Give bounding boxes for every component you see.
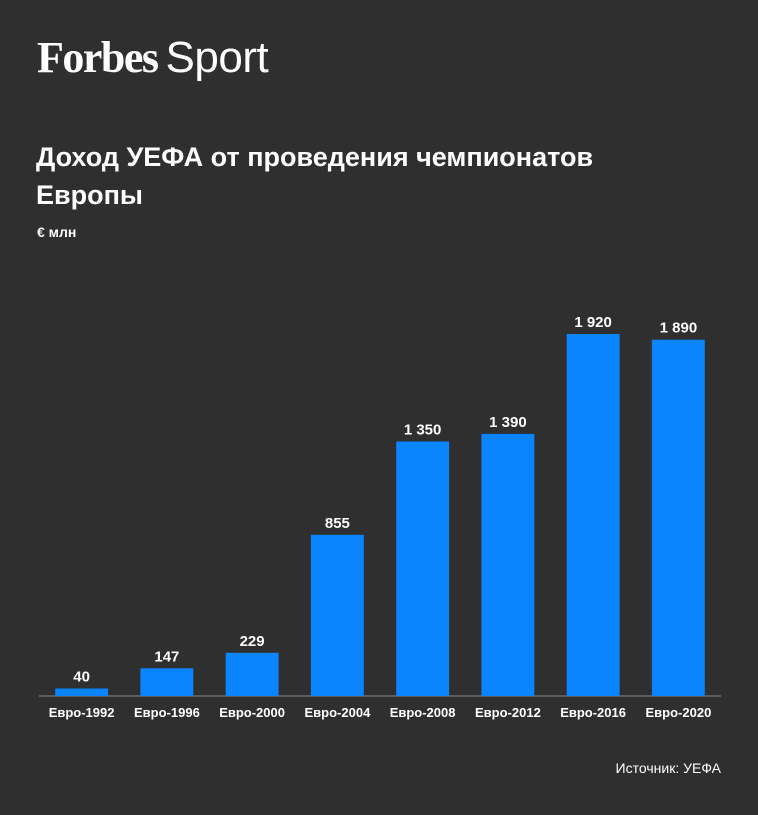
x-tick-label: Евро-2008	[390, 705, 456, 720]
y-axis-unit-label: € млн	[37, 224, 77, 240]
data-label: 1 350	[404, 422, 442, 439]
x-tick-label: Евро-2000	[219, 705, 285, 720]
forbes-sport-logo: Forbes Sport	[37, 33, 269, 82]
logo-brand: Forbes	[37, 33, 159, 82]
data-label: 1 390	[489, 414, 527, 431]
bars-group: 40 Евро-1992 147 Евро-1996 229 Евро-2000 855 Ев…	[49, 314, 712, 720]
bar-евро-2016	[566, 334, 620, 696]
chart-title: Доход УЕФА от проведения чемпионатов Евр…	[36, 142, 594, 210]
bar-евро-1992	[55, 688, 109, 696]
x-tick-label: Евро-2004	[305, 705, 372, 720]
data-label: 147	[154, 648, 179, 665]
x-tick-label: Евро-2016	[560, 705, 626, 720]
bar-евро-2008	[396, 441, 450, 696]
source-note: Источник: УЕФА	[615, 760, 721, 776]
data-label: 1 920	[574, 314, 612, 331]
bar-евро-2004	[310, 534, 364, 696]
logo-section: Sport	[165, 33, 269, 82]
bar-евро-2020	[651, 339, 705, 696]
x-tick-label: Евро-1992	[49, 705, 115, 720]
data-label: 855	[325, 515, 350, 532]
x-tick-label: Евро-1996	[134, 705, 200, 720]
bar-евро-2012	[481, 433, 535, 696]
bar-евро-1996	[140, 668, 194, 696]
data-label: 40	[73, 669, 90, 686]
x-tick-label: Евро-2012	[475, 705, 541, 720]
bar-евро-2000	[225, 652, 279, 696]
data-label: 1 890	[660, 320, 698, 337]
x-tick-label: Евро-2020	[646, 705, 712, 720]
data-label: 229	[240, 633, 265, 650]
